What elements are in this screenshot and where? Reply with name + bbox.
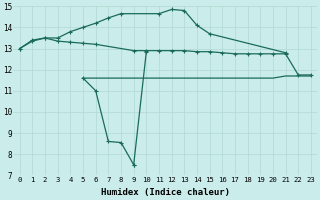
X-axis label: Humidex (Indice chaleur): Humidex (Indice chaleur) <box>101 188 230 197</box>
